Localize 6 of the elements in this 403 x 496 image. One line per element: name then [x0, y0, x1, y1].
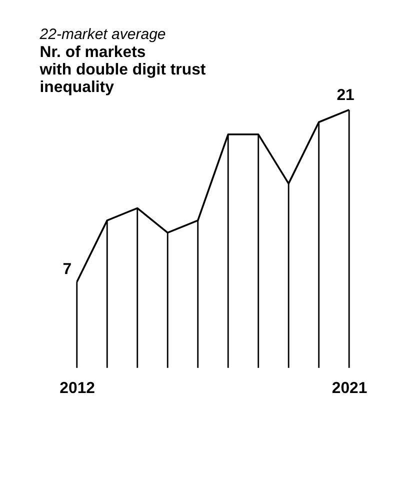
data-label: 21	[336, 87, 355, 104]
chart-title: Nr. of markets with double digit trust inequality	[38, 44, 206, 96]
x-tick-label: 2012	[60, 380, 96, 398]
x-tick-label: 2021	[332, 380, 368, 398]
chart-subtitle: 22-market average	[38, 26, 166, 44]
data-label: 7	[62, 260, 72, 278]
